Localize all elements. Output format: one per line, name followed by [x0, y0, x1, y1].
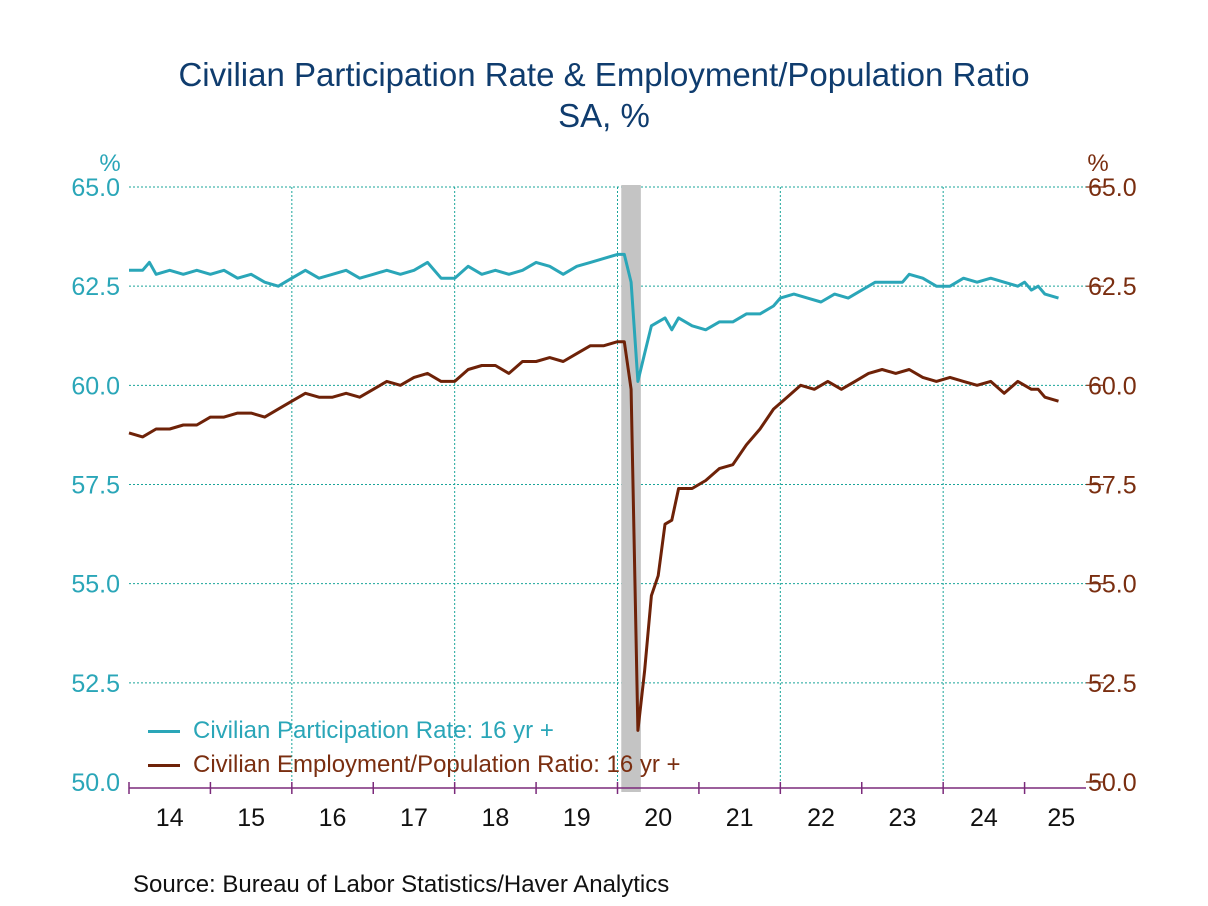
chart-legend: Civilian Participation Rate: 16 yr + Civ…	[148, 714, 681, 782]
series-line-participation	[129, 252, 1059, 383]
right-tick-label: 57.5	[1088, 472, 1137, 500]
chart-title: Civilian Participation Rate & Employment…	[178, 56, 1030, 93]
x-tick-label: 16	[319, 804, 347, 832]
right-tick-label: 65.0	[1088, 174, 1137, 202]
legend-label-participation: Civilian Participation Rate: 16 yr +	[193, 717, 554, 744]
x-tick-label: 21	[726, 804, 754, 832]
right-tick-label: 50.0	[1088, 769, 1137, 797]
legend-label-employment: Civilian Employment/Population Ratio: 16…	[193, 751, 681, 778]
x-tick-label: 22	[807, 804, 835, 832]
right-tick-label: 60.0	[1088, 372, 1137, 400]
series-line-employment	[128, 340, 1059, 732]
right-axis-unit: %	[1087, 150, 1108, 177]
source-note: Source: Bureau of Labor Statistics/Haver…	[133, 871, 670, 898]
x-tick-label: 14	[156, 804, 184, 832]
x-tick-label: 23	[889, 804, 917, 832]
x-tick-label: 17	[400, 804, 428, 832]
grid-lines	[129, 186, 1104, 783]
legend-item-employment: Civilian Employment/Population Ratio: 16…	[148, 748, 681, 782]
left-tick-label: 62.5	[71, 273, 120, 301]
legend-swatch-employment	[148, 763, 180, 767]
series-lines	[128, 252, 1059, 732]
legend-swatch-participation	[148, 729, 180, 733]
x-tick-label: 15	[237, 804, 265, 832]
right-tick-label: 52.5	[1088, 670, 1137, 698]
x-tick-label: 19	[563, 804, 591, 832]
left-tick-label: 50.0	[71, 769, 120, 797]
left-tick-label: 57.5	[71, 472, 120, 500]
left-tick-label: 65.0	[71, 174, 120, 202]
left-tick-label: 55.0	[71, 571, 120, 599]
right-tick-label: 62.5	[1088, 273, 1137, 301]
legend-item-participation: Civilian Participation Rate: 16 yr +	[148, 714, 681, 748]
x-tick-label: 24	[970, 804, 998, 832]
axes: 65.0 65.0 62.5 62.5 60.0 60.0 57.5 57.5 55.0 55.0…	[71, 150, 1136, 832]
left-tick-label: 60.0	[71, 372, 120, 400]
left-tick-label: 52.5	[71, 670, 120, 698]
x-tick-label: 25	[1047, 804, 1075, 832]
x-tick-label: 20	[644, 804, 672, 832]
chart-subtitle: SA, %	[558, 97, 650, 134]
left-axis-unit: %	[99, 150, 120, 177]
right-tick-label: 55.0	[1088, 571, 1137, 599]
x-tick-label: 18	[481, 804, 509, 832]
